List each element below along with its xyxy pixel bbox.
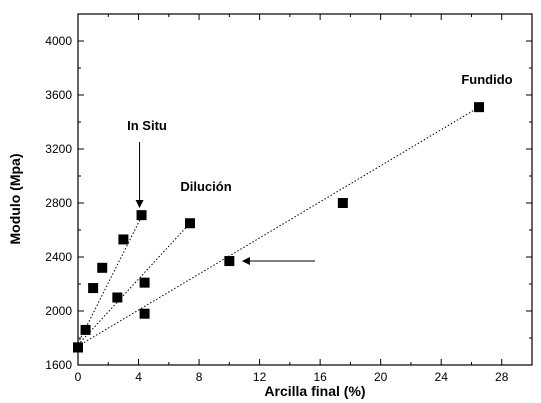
- data-point: [184, 218, 195, 229]
- trend-line: [77, 222, 191, 346]
- y-tick-label: 2000: [45, 304, 72, 318]
- x-tick-label: 12: [253, 370, 267, 384]
- data-point: [224, 256, 235, 267]
- x-tick-label: 24: [435, 370, 449, 384]
- data-point: [337, 198, 348, 208]
- x-tick-label: 4: [135, 370, 142, 384]
- x-tick-label: 16: [313, 370, 327, 384]
- data-point: [136, 210, 147, 221]
- plot-frame: [77, 13, 533, 366]
- y-axis-title: Modulo (Mpa): [7, 154, 23, 245]
- x-tick-label: 28: [495, 370, 509, 384]
- data-point: [112, 292, 123, 303]
- y-tick-label: 2400: [45, 250, 72, 264]
- annotation-label: Fundido: [461, 72, 512, 87]
- y-tick-label: 3600: [45, 88, 72, 102]
- x-tick-label: 0: [75, 370, 82, 384]
- y-tick-label: 4000: [45, 34, 72, 48]
- annotation-label: Dilución: [180, 179, 231, 194]
- data-point: [118, 234, 129, 245]
- data-point: [139, 277, 150, 288]
- x-tick-label: 20: [374, 370, 388, 384]
- data-point: [80, 324, 91, 335]
- trend-line: [77, 216, 143, 344]
- data-point: [97, 262, 108, 273]
- x-axis-title: Arcilla final (%): [264, 383, 365, 399]
- annotation-label: In Situ: [127, 118, 167, 133]
- y-tick-label: 2800: [45, 196, 72, 210]
- y-tick-label: 3200: [45, 142, 72, 156]
- y-tick-label: 1600: [45, 358, 72, 372]
- x-tick-label: 8: [196, 370, 203, 384]
- data-point: [474, 102, 485, 113]
- data-point: [139, 308, 150, 319]
- trend-line: [77, 106, 480, 347]
- data-point: [88, 283, 99, 294]
